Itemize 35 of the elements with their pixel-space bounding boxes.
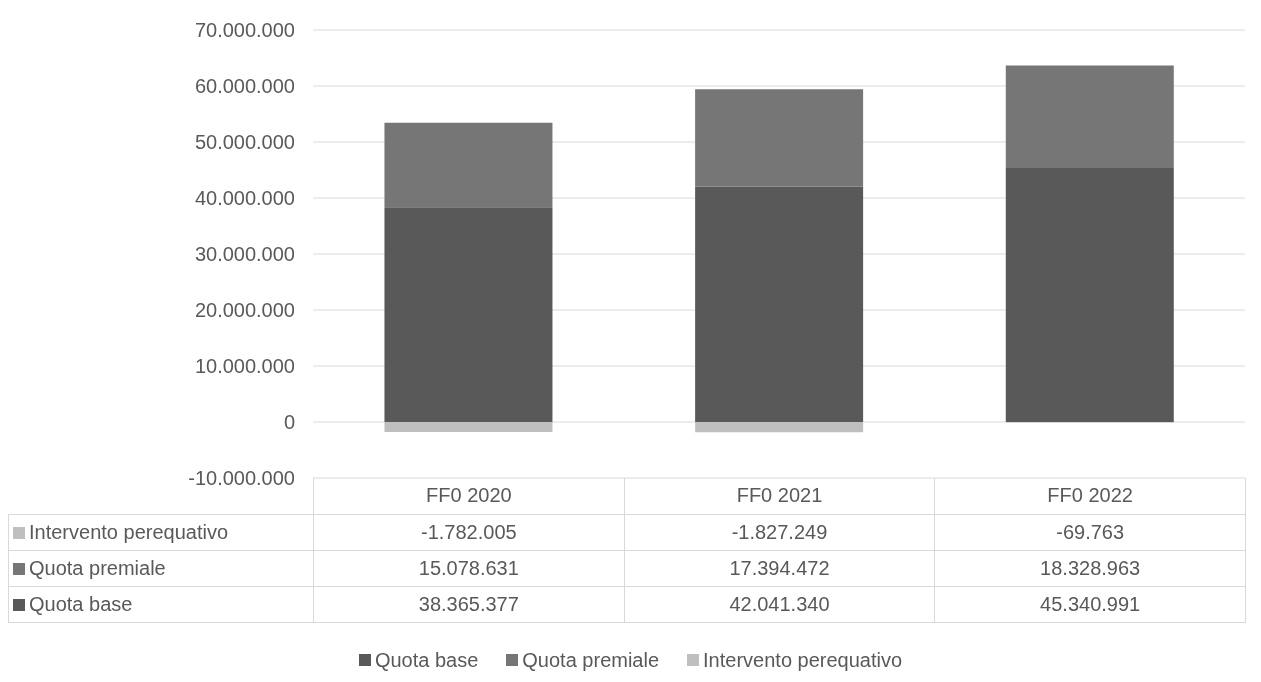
legend-label: Quota premiale (8, 550, 314, 586)
legend-label: Quota base (373, 648, 479, 672)
y-tick-label: -10.000.000 (188, 467, 295, 490)
bar (1005, 168, 1174, 422)
text: Quota premiale (522, 648, 660, 671)
data-label: 42.041.340 (624, 586, 935, 622)
bar (384, 122, 553, 208)
text: Intervento perequativo (703, 648, 903, 671)
bar (384, 422, 553, 432)
y-tick-label: 40.000.000 (194, 187, 295, 210)
data-label: 17.394.472 (624, 550, 935, 586)
bar (695, 186, 864, 422)
text: Quota base (29, 592, 133, 615)
data-label: 45.340.991 (934, 586, 1246, 622)
y-tick-label: 10.000.000 (194, 355, 295, 378)
y-tick-label: 20.000.000 (194, 299, 295, 322)
x-tick-label: FF0 2021 (624, 478, 935, 514)
bar (695, 422, 864, 433)
y-tick-label: 30.000.000 (194, 243, 295, 266)
data-label: 15.078.631 (313, 550, 625, 586)
data-label: -1.827.249 (624, 514, 935, 550)
x-tick-label: FF0 2022 (934, 478, 1246, 514)
bar (1005, 65, 1174, 169)
data-label: 18.328.963 (934, 550, 1246, 586)
data-label: -69.763 (934, 514, 1246, 550)
y-tick-label: 70.000.000 (194, 19, 295, 42)
y-tick-label: 0 (283, 411, 295, 434)
bar (384, 207, 553, 422)
y-tick-label: 50.000.000 (194, 131, 295, 154)
y-tick-label: 60.000.000 (194, 75, 295, 98)
bar (695, 89, 864, 187)
x-tick-label: FF0 2020 (313, 478, 625, 514)
data-label: 38.365.377 (313, 586, 625, 622)
legend-label: Intervento perequativo (8, 514, 314, 550)
data-label: -1.782.005 (313, 514, 625, 550)
